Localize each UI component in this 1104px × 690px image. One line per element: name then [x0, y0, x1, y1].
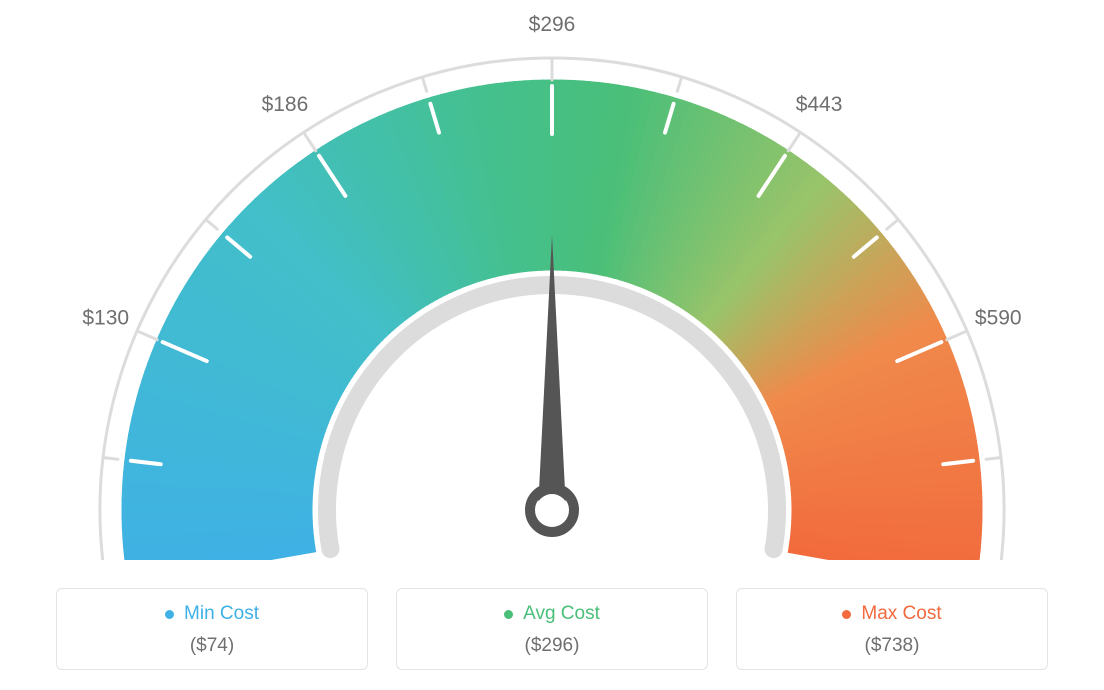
legend-value-max: ($738)	[737, 635, 1047, 657]
gauge-tick-label: $130	[82, 307, 129, 330]
legend-card-min: Min Cost ($74)	[56, 588, 368, 670]
legend-title-avg: Avg Cost	[504, 603, 600, 625]
gauge-tick-label: $296	[529, 13, 576, 36]
gauge-tick-label: $186	[262, 93, 309, 116]
gauge-chart: $74$130$186$296$443$590$738	[0, 0, 1104, 560]
gauge-tick-label: $590	[975, 307, 1022, 330]
legend-row: Min Cost ($74) Avg Cost ($296) Max Cost …	[0, 588, 1104, 670]
gauge-tick-label: $443	[796, 93, 843, 116]
cost-gauge-widget: $74$130$186$296$443$590$738 Min Cost ($7…	[0, 0, 1104, 690]
legend-title-min: Min Cost	[165, 603, 259, 625]
legend-value-avg: ($296)	[397, 635, 707, 657]
legend-card-avg: Avg Cost ($296)	[396, 588, 708, 670]
legend-dot-max	[842, 610, 851, 619]
legend-dot-avg	[504, 610, 513, 619]
legend-label-max: Max Cost	[861, 603, 941, 625]
legend-card-max: Max Cost ($738)	[736, 588, 1048, 670]
legend-label-avg: Avg Cost	[523, 603, 600, 625]
legend-label-min: Min Cost	[184, 603, 259, 625]
legend-value-min: ($74)	[57, 635, 367, 657]
legend-title-max: Max Cost	[842, 603, 941, 625]
legend-dot-min	[165, 610, 174, 619]
